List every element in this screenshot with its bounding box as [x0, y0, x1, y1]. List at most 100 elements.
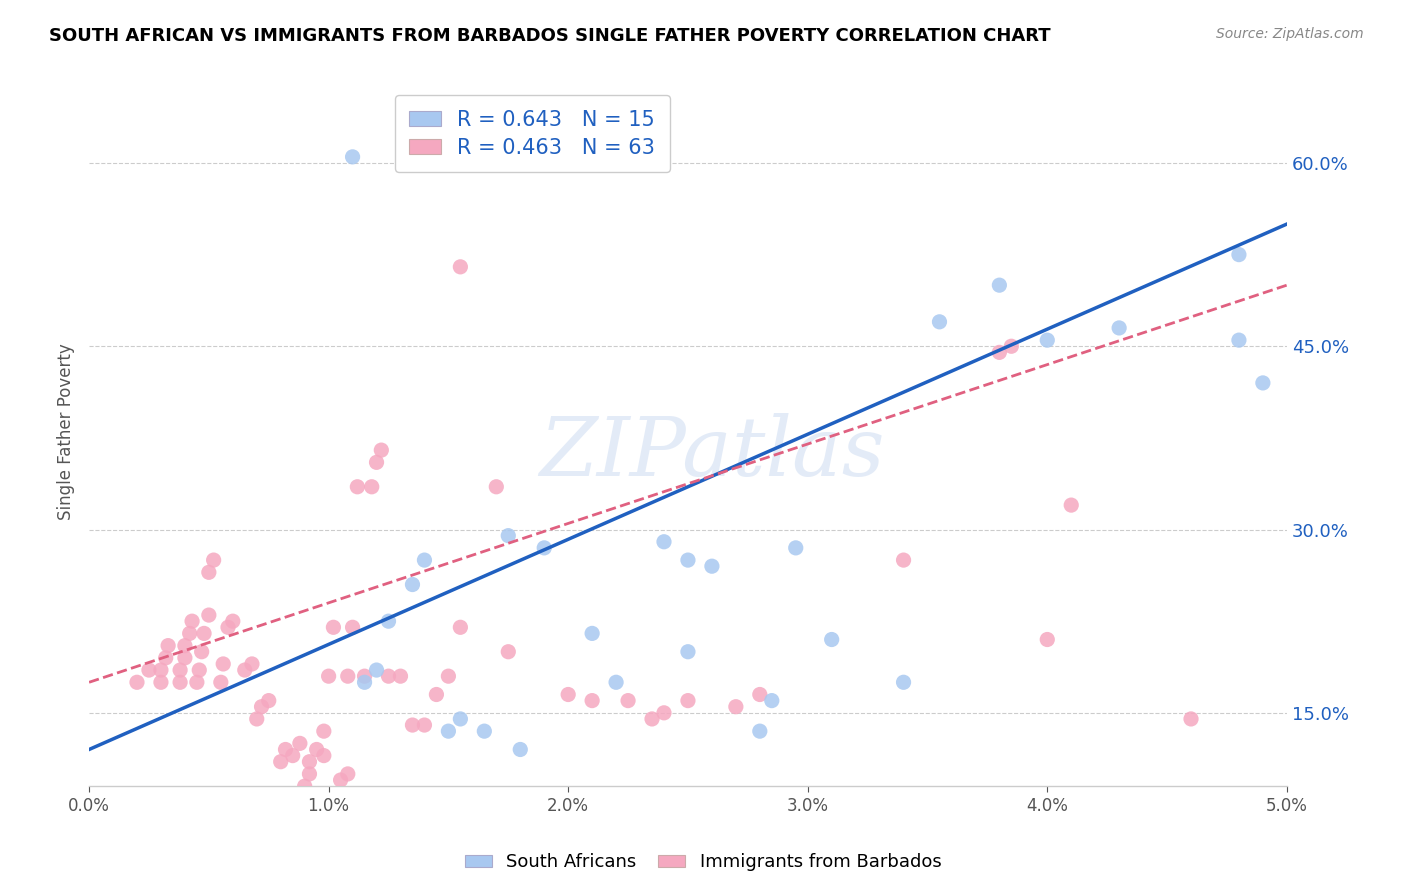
Point: [557, 688, 579, 702]
Point: [366, 455, 388, 469]
Point: [1108, 321, 1130, 335]
Point: [217, 620, 239, 634]
Point: [893, 553, 915, 567]
Point: [370, 443, 392, 458]
Point: [157, 639, 180, 653]
Text: Source: ZipAtlas.com: Source: ZipAtlas.com: [1216, 27, 1364, 41]
Point: [329, 772, 352, 787]
Point: [174, 650, 197, 665]
Point: [240, 657, 263, 671]
Point: [533, 541, 555, 555]
Point: [312, 724, 335, 739]
Point: [1180, 712, 1202, 726]
Point: [988, 278, 1011, 293]
Legend: South Africans, Immigrants from Barbados: South Africans, Immigrants from Barbados: [457, 847, 949, 879]
Point: [928, 315, 950, 329]
Point: [305, 742, 328, 756]
Point: [186, 675, 208, 690]
Point: [821, 632, 844, 647]
Point: [748, 724, 770, 739]
Point: [605, 675, 627, 690]
Point: [169, 663, 191, 677]
Point: [281, 748, 304, 763]
Point: [125, 675, 148, 690]
Point: [179, 626, 201, 640]
Point: [1000, 339, 1022, 353]
Point: [257, 693, 280, 707]
Point: [288, 736, 311, 750]
Point: [246, 712, 269, 726]
Point: [676, 553, 699, 567]
Point: [437, 669, 460, 683]
Point: [342, 620, 364, 634]
Point: [700, 559, 723, 574]
Point: [198, 566, 221, 580]
Point: [198, 608, 221, 623]
Point: [1227, 333, 1250, 347]
Point: [676, 645, 699, 659]
Point: [298, 767, 321, 781]
Point: [413, 718, 436, 732]
Point: [149, 675, 172, 690]
Point: [353, 675, 375, 690]
Point: [202, 553, 225, 567]
Point: [318, 669, 340, 683]
Point: [336, 767, 359, 781]
Text: SOUTH AFRICAN VS IMMIGRANTS FROM BARBADOS SINGLE FATHER POVERTY CORRELATION CHAR: SOUTH AFRICAN VS IMMIGRANTS FROM BARBADO…: [49, 27, 1050, 45]
Legend: R = 0.643   N = 15, R = 0.463   N = 63: R = 0.643 N = 15, R = 0.463 N = 63: [395, 95, 669, 172]
Y-axis label: Single Father Poverty: Single Father Poverty: [58, 343, 75, 520]
Point: [336, 669, 359, 683]
Point: [169, 675, 191, 690]
Point: [155, 650, 177, 665]
Point: [360, 480, 382, 494]
Point: [377, 614, 399, 628]
Point: [270, 755, 292, 769]
Point: [652, 706, 675, 720]
Point: [188, 663, 211, 677]
Point: [785, 541, 807, 555]
Point: [389, 669, 412, 683]
Point: [209, 675, 232, 690]
Point: [676, 693, 699, 707]
Point: [294, 779, 316, 793]
Point: [449, 712, 471, 726]
Point: [893, 675, 915, 690]
Point: [190, 645, 212, 659]
Point: [509, 742, 531, 756]
Point: [274, 742, 297, 756]
Point: [138, 663, 160, 677]
Point: [174, 639, 197, 653]
Point: [149, 663, 172, 677]
Point: [581, 693, 603, 707]
Point: [485, 480, 508, 494]
Point: [322, 620, 344, 634]
Point: [193, 626, 215, 640]
Point: [298, 755, 321, 769]
Point: [472, 724, 495, 739]
Point: [449, 620, 471, 634]
Point: [1036, 333, 1059, 347]
Point: [233, 663, 256, 677]
Point: [250, 699, 273, 714]
Point: [425, 688, 447, 702]
Point: [366, 663, 388, 677]
Point: [498, 529, 520, 543]
Point: [617, 693, 640, 707]
Point: [1036, 632, 1059, 647]
Point: [222, 614, 245, 628]
Point: [652, 534, 675, 549]
Point: [353, 669, 375, 683]
Point: [377, 669, 399, 683]
Point: [988, 345, 1011, 359]
Point: [498, 645, 520, 659]
Point: [346, 480, 368, 494]
Point: [181, 614, 204, 628]
Point: [748, 688, 770, 702]
Point: [1227, 247, 1250, 261]
Text: ZIPatlas: ZIPatlas: [538, 413, 884, 493]
Point: [212, 657, 235, 671]
Point: [581, 626, 603, 640]
Point: [449, 260, 471, 274]
Point: [437, 724, 460, 739]
Point: [312, 748, 335, 763]
